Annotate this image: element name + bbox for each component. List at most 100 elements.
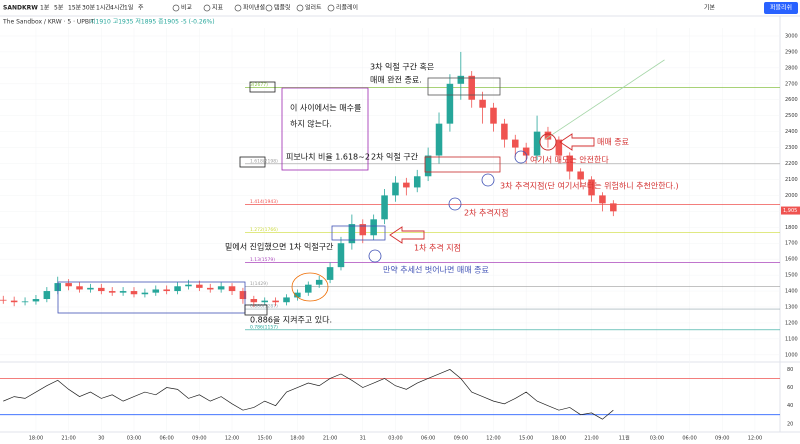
- tool-button[interactable]: 지표: [212, 4, 224, 12]
- tool-button[interactable]: 비교: [181, 4, 193, 12]
- candle-body: [392, 182, 399, 196]
- candle-body: [87, 287, 94, 290]
- candle-body: [239, 291, 247, 300]
- tool-icon: [172, 4, 180, 12]
- candle-body: [413, 176, 421, 188]
- tool-icon: [327, 4, 335, 12]
- rsi-tick-label: 80: [787, 367, 793, 373]
- x-tick-label: 06:00: [682, 436, 696, 442]
- x-tick-label: 03:00: [650, 436, 664, 442]
- candle-body: [21, 301, 29, 303]
- candle-body: [76, 286, 83, 290]
- candle-body: [108, 291, 116, 293]
- fib-label: 1(1429): [250, 281, 268, 287]
- candle-body: [381, 195, 388, 220]
- candle-body: [98, 287, 105, 292]
- x-tick-label: 21:00: [323, 436, 337, 442]
- interval-button[interactable]: 1일: [124, 4, 133, 12]
- y-tick-label: 1300: [785, 304, 798, 310]
- x-tick-label: 06:00: [421, 436, 435, 442]
- x-tick-label: 18:00: [552, 436, 566, 442]
- y-tick-label: 2600: [785, 97, 798, 103]
- tool-icon: [296, 4, 304, 12]
- annotation: 매매 종료: [597, 138, 629, 147]
- candle-body: [10, 300, 18, 303]
- publish-label[interactable]: 퍼블리쉬: [770, 4, 792, 12]
- candle-body: [337, 243, 345, 268]
- candle-body: [566, 155, 574, 172]
- drawn-circle: [514, 150, 528, 164]
- fib-label: 0.786(1157): [250, 324, 278, 330]
- interval-button[interactable]: 5분: [54, 5, 64, 12]
- drawn-box: [57, 281, 246, 314]
- y-tick-label: 2900: [785, 49, 798, 55]
- drawn-ellipse: [291, 272, 329, 302]
- drawn-circle: [481, 173, 495, 187]
- candle-body: [43, 291, 51, 300]
- annotation: 매매 완전 종료.: [370, 75, 422, 85]
- interval-button[interactable]: 30분: [82, 5, 96, 12]
- candle-body: [577, 171, 584, 180]
- candle-body: [348, 224, 356, 244]
- x-tick-label: 18:00: [290, 436, 304, 442]
- annotation: 만약 추세선 벗어나면 매매 종료: [383, 265, 489, 275]
- y-tick-label: 1800: [785, 225, 798, 231]
- fib-label: 1.618(2198): [250, 158, 278, 164]
- drawn-box: [239, 156, 266, 168]
- toolbar: [0, 0, 800, 16]
- annotation: 2차 추격지점: [464, 208, 508, 218]
- tool-button[interactable]: 파이낸셜: [243, 4, 265, 12]
- drawn-box: [331, 225, 386, 241]
- symbol-title: The Sandbox / KRW · 5 · UPBIT: [2, 19, 95, 26]
- x-tick-label: 09:00: [192, 436, 206, 442]
- interval-button[interactable]: 주: [138, 5, 144, 12]
- drawn-arrow: [389, 226, 425, 244]
- interval-button[interactable]: 15분: [68, 5, 82, 12]
- candle-body: [0, 299, 7, 301]
- x-tick-label: 12:00: [486, 436, 500, 442]
- y-tick-label: 1700: [785, 241, 798, 247]
- candle-body: [217, 286, 225, 290]
- drawn-box: [244, 304, 268, 316]
- candle-body: [588, 179, 595, 196]
- annotation: 이 사이에서는 매수를: [290, 103, 361, 113]
- candle-body: [272, 300, 279, 303]
- interval-button[interactable]: 1분: [40, 5, 50, 12]
- candle-body: [370, 219, 377, 236]
- ohlc-readout: 시1910 고1935 저1895 종1905 -5 (-0.26%): [90, 18, 215, 26]
- x-tick-label: 12:00: [748, 436, 762, 442]
- interval-button[interactable]: 1시간: [96, 4, 111, 12]
- candle-body: [152, 289, 160, 293]
- y-tick-label: 2000: [785, 193, 798, 199]
- layout-name[interactable]: 기본: [704, 4, 716, 12]
- x-tick-label: 09:00: [715, 436, 729, 442]
- annotation: 피보나치 비율 1.618~2: [286, 153, 370, 162]
- candle-body: [32, 299, 40, 302]
- y-tick-label: 1200: [785, 320, 798, 326]
- candle-body: [359, 224, 367, 236]
- candle-body: [174, 286, 181, 292]
- tool-button[interactable]: 템플릿: [274, 5, 291, 12]
- interval-button[interactable]: 4시간: [110, 4, 125, 12]
- rsi-tick-label: 60: [787, 385, 793, 391]
- tool-icon: [234, 4, 242, 12]
- x-tick-label: 21:00: [584, 436, 598, 442]
- candle-body: [163, 289, 170, 292]
- drawn-box: [249, 81, 276, 93]
- tool-button[interactable]: 얼러트: [305, 4, 322, 12]
- tool-icon: [265, 4, 273, 12]
- candle-body: [206, 287, 214, 290]
- candle-body: [501, 123, 508, 140]
- annotation: 0.886을 지켜주고 있다.: [250, 315, 332, 325]
- candle-body: [544, 131, 552, 140]
- publish-button[interactable]: [764, 2, 798, 14]
- y-tick-label: 2100: [785, 177, 798, 183]
- candle-body: [490, 107, 497, 124]
- annotation: 밑에서 진입했으면 1차 익절구간: [225, 242, 334, 252]
- candle-body: [479, 99, 486, 108]
- candle-body: [141, 292, 149, 295]
- x-tick-label: 21:00: [61, 436, 75, 442]
- fib-label: 1.414(1943): [250, 199, 278, 205]
- tool-button[interactable]: 리플레이: [336, 4, 358, 12]
